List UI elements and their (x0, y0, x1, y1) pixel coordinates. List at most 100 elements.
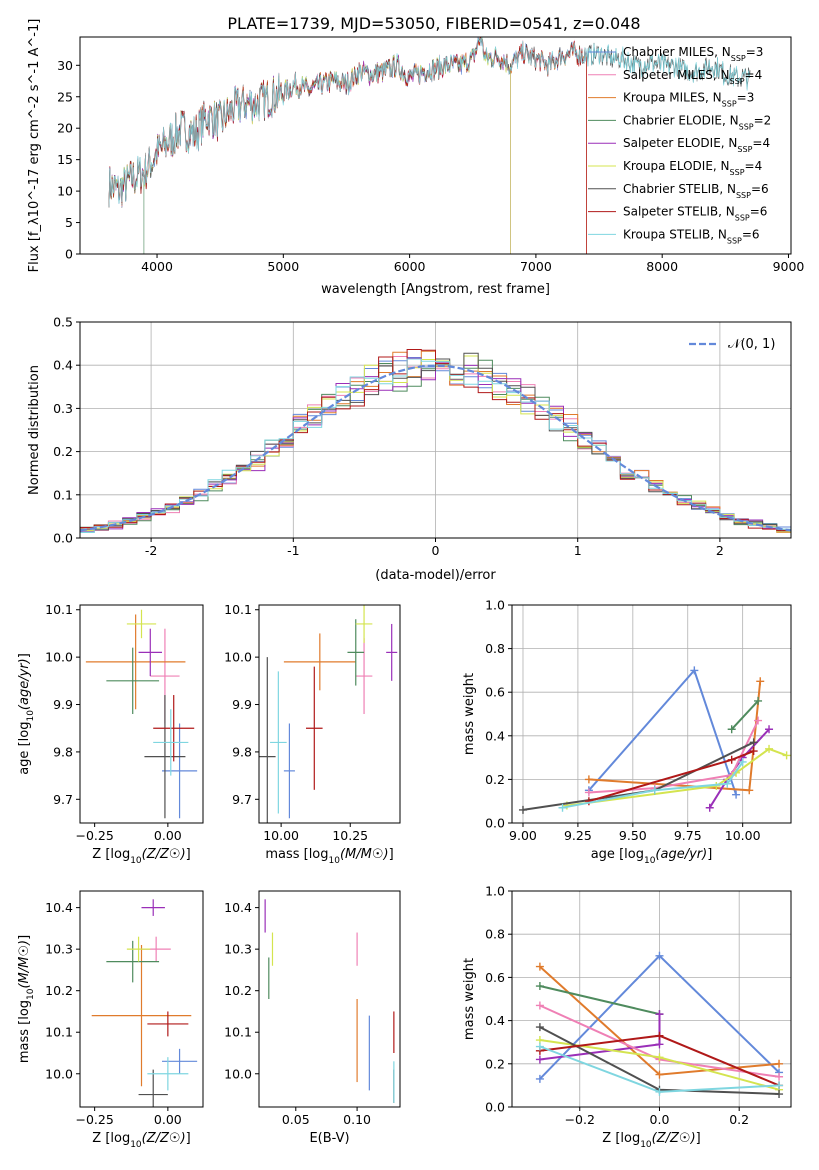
axis-label: age [log10(age/yr)] (17, 653, 36, 775)
x-tick-label: 9.50 (619, 828, 647, 843)
label-part: E(B-V) (309, 1131, 349, 1146)
y-tick-label: 0.5 (53, 315, 73, 330)
label-part: (M/M☉) (17, 940, 32, 989)
figure-title: PLATE=1739, MJD=53050, FIBERID=0541, z=0… (227, 14, 640, 33)
axes-frame (79, 604, 204, 824)
x-tick-label: −0.2 (565, 1112, 595, 1127)
legend-sub: SSP (730, 168, 745, 177)
weight-marker (655, 1053, 664, 1062)
x-tick-label: −0.25 (75, 1112, 113, 1127)
normal-curve (80, 364, 791, 532)
legend-entry: Salpeter MILES, NSSP=4 (623, 68, 762, 86)
y-tick-label: 0.4 (485, 728, 505, 743)
y-tick-label: 30 (57, 58, 73, 73)
y-tick-label: 10.3 (224, 942, 252, 957)
y-tick-label: 0.4 (53, 358, 73, 373)
weight-marker (749, 747, 758, 756)
legend-entry: Kroupa ELODIE, NSSP=4 (623, 159, 762, 177)
y-tick-label: 10.3 (45, 942, 73, 957)
weight-marker (765, 744, 774, 753)
label-part: [log (17, 722, 32, 747)
y-tick-label: 0.4 (485, 1013, 505, 1028)
axes-frame (258, 604, 401, 824)
x-tick-label: 0.2 (729, 1112, 749, 1127)
legend-sub: SSP (730, 76, 745, 85)
axis-label: age [log10(age/yr)] (591, 847, 713, 866)
legend-text: =3 (746, 45, 764, 59)
label-part: [log (615, 1131, 640, 1146)
legend-text: Kroupa ELODIE, N (623, 159, 730, 173)
label-part: (Z/Z☉) (142, 847, 186, 862)
spectrum-axes: 4000 5000 6000 7000 8000 9000 0 5 10 15 20 25 30 wave… (27, 19, 804, 297)
y-axis-label: Normed distribution (27, 365, 42, 495)
x-tick-label: 10.25 (332, 828, 368, 843)
y-tick-label: 0 (65, 247, 73, 262)
weight-marker (705, 803, 714, 812)
y-tick-label: 0.0 (53, 531, 73, 546)
label-sub: 10 (130, 1140, 142, 1150)
x-tick-label: 1 (574, 543, 582, 558)
axis-label: E(B-V) (309, 1131, 349, 1146)
weight-line (522, 741, 755, 811)
weight-vs-metallicity-plot (535, 951, 784, 1099)
label-part: age (591, 847, 619, 862)
weight-marker (754, 716, 763, 725)
y-tick-label: 10.4 (224, 900, 252, 915)
weight-marker (535, 1001, 544, 1010)
y-tick-label: 0.2 (485, 772, 505, 787)
x-tick-label: 10.00 (725, 828, 761, 843)
weight-vs-age-axes: 9.00 9.25 9.50 9.75 10.00 0.0 0.2 0.4 0.6 0.8 1.0 a… (462, 598, 792, 866)
y-tick-label: 0.6 (485, 970, 505, 985)
y-tick-label: 10.1 (224, 602, 252, 617)
y-tick-label: 25 (57, 89, 73, 104)
axis-label: mass [log10(M/M☉)] (17, 935, 36, 1063)
weight-marker (738, 757, 747, 766)
legend-sub: SSP (739, 122, 754, 131)
weight-marker (655, 1070, 664, 1079)
y-tick-label: 0.8 (485, 927, 505, 942)
legend-text: Kroupa STELIB, N (623, 227, 727, 241)
weight-marker (655, 1087, 664, 1096)
y-axis-label: Flux [f_λ10^-17 erg cm^-2 s^-1 A^-1] (27, 19, 42, 273)
x-tick-label: 2 (716, 543, 724, 558)
label-part: Z (92, 847, 105, 862)
axis-label: Z [log10(Z/Z☉)] (92, 1131, 190, 1150)
age-vs-mass-axes: 10.00 10.25 9.7 9.8 9.9 10.0 10.1 mass [log10(M… (224, 602, 401, 866)
weight-marker (723, 779, 732, 788)
weight-marker (765, 725, 774, 734)
y-tick-label: 15 (57, 152, 73, 167)
legend-entry: Chabrier ELODIE, NSSP=2 (623, 113, 771, 130)
label-part: [log (105, 1131, 130, 1146)
residuals-axes: -2 -1 0 1 2 0.0 0.1 0.2 0.3 0.4 0.5 (data-model)/er… (27, 315, 792, 583)
weight-marker (655, 1010, 664, 1019)
x-tick-label: 4000 (141, 259, 173, 274)
mass-vs-ebv-plot (264, 899, 395, 1103)
legend-text: =4 (745, 68, 763, 82)
label-part: (Z/Z☉) (142, 1131, 186, 1146)
y-tick-label: 10.0 (45, 650, 73, 665)
y-tick-label: 1.0 (485, 884, 505, 899)
legend-entry: Salpeter ELODIE, NSSP=4 (623, 136, 770, 154)
weight-line (539, 985, 660, 1016)
legend-text: Chabrier MILES, N (623, 45, 731, 59)
spectrum-legend: Chabrier MILES, N SSP =3 Salpeter MILES, NS… (588, 45, 771, 245)
weight-marker (775, 1081, 784, 1090)
y-tick-label: 0.2 (485, 1056, 505, 1071)
x-tick-label: 0.00 (154, 828, 182, 843)
axes-frame (511, 604, 792, 824)
weight-marker (782, 751, 791, 760)
x-tick-label: 6000 (394, 259, 426, 274)
model-spectrum-line (108, 37, 587, 254)
legend-text: Chabrier STELIB, N (623, 182, 736, 196)
label-sub: 10 (329, 856, 341, 866)
label-part: mass (265, 847, 303, 862)
legend-text: Chabrier ELODIE, N (623, 113, 739, 127)
y-axis-label: mass weight (462, 958, 477, 1040)
y-tick-label: 9.9 (232, 697, 252, 712)
y-tick-label: 0.8 (485, 641, 505, 656)
legend-text: Kroupa MILES, N (623, 91, 722, 105)
age-vs-metallicity-axes: −0.25 0.009.79.89.910.010.1Z [log10(Z/Z☉)… (17, 602, 204, 866)
weight-marker (775, 1059, 784, 1068)
label-part: (M/M☉) (340, 847, 389, 862)
y-tick-label: 9.8 (53, 744, 73, 759)
